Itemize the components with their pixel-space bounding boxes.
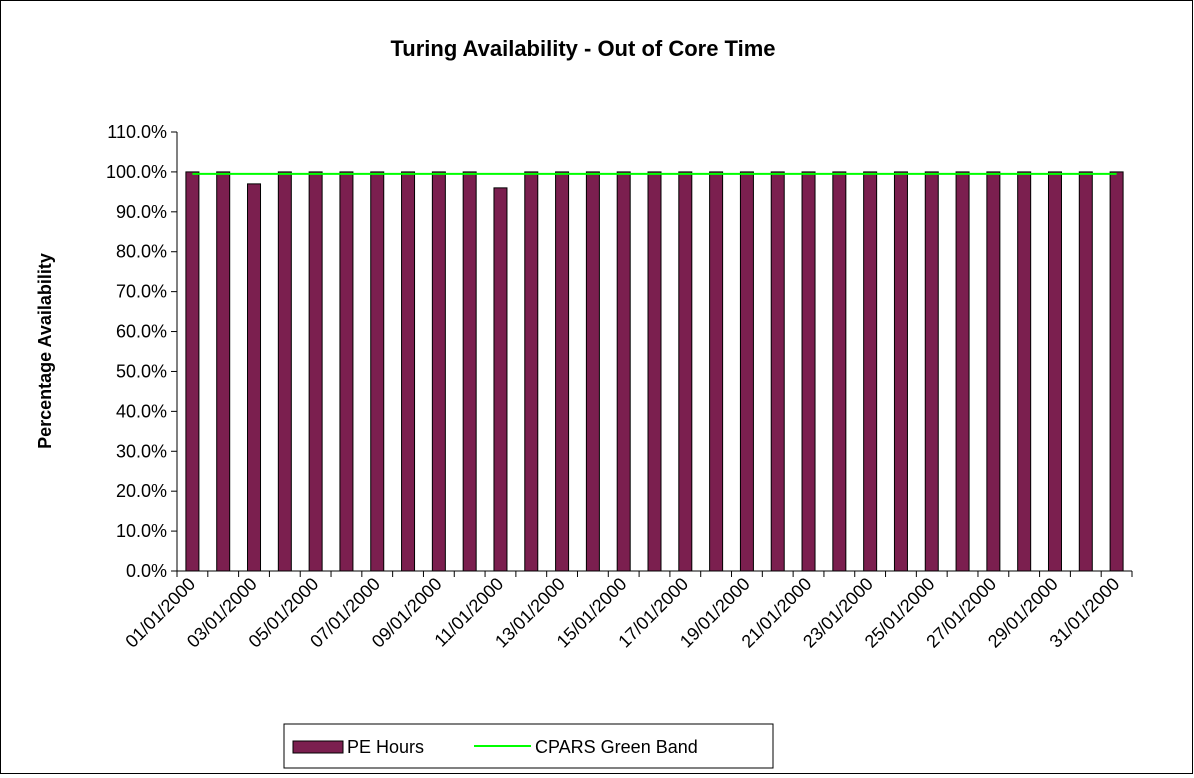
bar-pe-hours [401,171,416,572]
bar-pe-hours [555,171,570,572]
bar-pe-hours [524,171,539,572]
bar-pe-hours [585,171,600,572]
legend: PE Hours CPARS Green Band [283,723,774,769]
y-tick-label: 10.0% [116,521,167,541]
y-tick-label: 20.0% [116,481,167,501]
y-tick-label: 110.0% [107,122,167,142]
bar-pe-hours [739,171,754,572]
bar-pe-hours [247,183,262,572]
bar-pe-hours [308,171,323,572]
bar-pe-hours [832,171,847,572]
y-tick-label: 40.0% [116,401,167,421]
bar-pe-hours [493,187,508,572]
bar-pe-hours [431,171,446,572]
y-tick-label: 0.0% [126,561,167,581]
y-tick-label: 90.0% [116,202,167,222]
bar-pe-hours [678,171,693,572]
legend-label-cpars-green-band: CPARS Green Band [535,737,698,757]
bar-pe-hours [863,171,878,572]
bar-pe-hours [770,171,785,572]
y-tick-label: 50.0% [116,361,167,381]
bar-series [185,171,1124,572]
y-axis-label: Percentage Availability [35,253,55,449]
bar-pe-hours [647,171,662,572]
bar-pe-hours [924,171,939,572]
y-tick-label: 100.0% [106,162,167,182]
bar-pe-hours [1078,171,1093,572]
bar-pe-hours [277,171,292,572]
y-tick-label: 60.0% [116,322,167,342]
bar-pe-hours [955,171,970,572]
y-tick-label: 80.0% [116,242,167,262]
bar-pe-hours [616,171,631,572]
bar-pe-hours [1109,171,1124,572]
bar-pe-hours [462,171,477,572]
legend-swatch-pe-hours [292,740,344,754]
x-axis: 01/01/200003/01/200005/01/200007/01/2000… [121,570,1133,652]
bar-pe-hours [216,171,231,572]
bar-pe-hours [801,171,816,572]
bar-pe-hours [893,171,908,572]
y-tick-label: 70.0% [116,282,167,302]
legend-label-pe-hours: PE Hours [347,737,424,757]
bar-pe-hours [709,171,724,572]
bar-pe-hours [1017,171,1032,572]
bar-pe-hours [986,171,1001,572]
chart-title: Turing Availability - Out of Core Time [390,36,775,61]
y-axis: 0.0% 10.0% 20.0% 30.0% 40.0% 50.0% 60.0% 70.0% 8… [106,122,178,581]
bar-pe-hours [370,171,385,572]
bar-pe-hours [339,171,354,572]
bar-pe-hours [1047,171,1062,572]
y-tick-label: 30.0% [116,441,167,461]
bar-pe-hours [185,171,200,572]
